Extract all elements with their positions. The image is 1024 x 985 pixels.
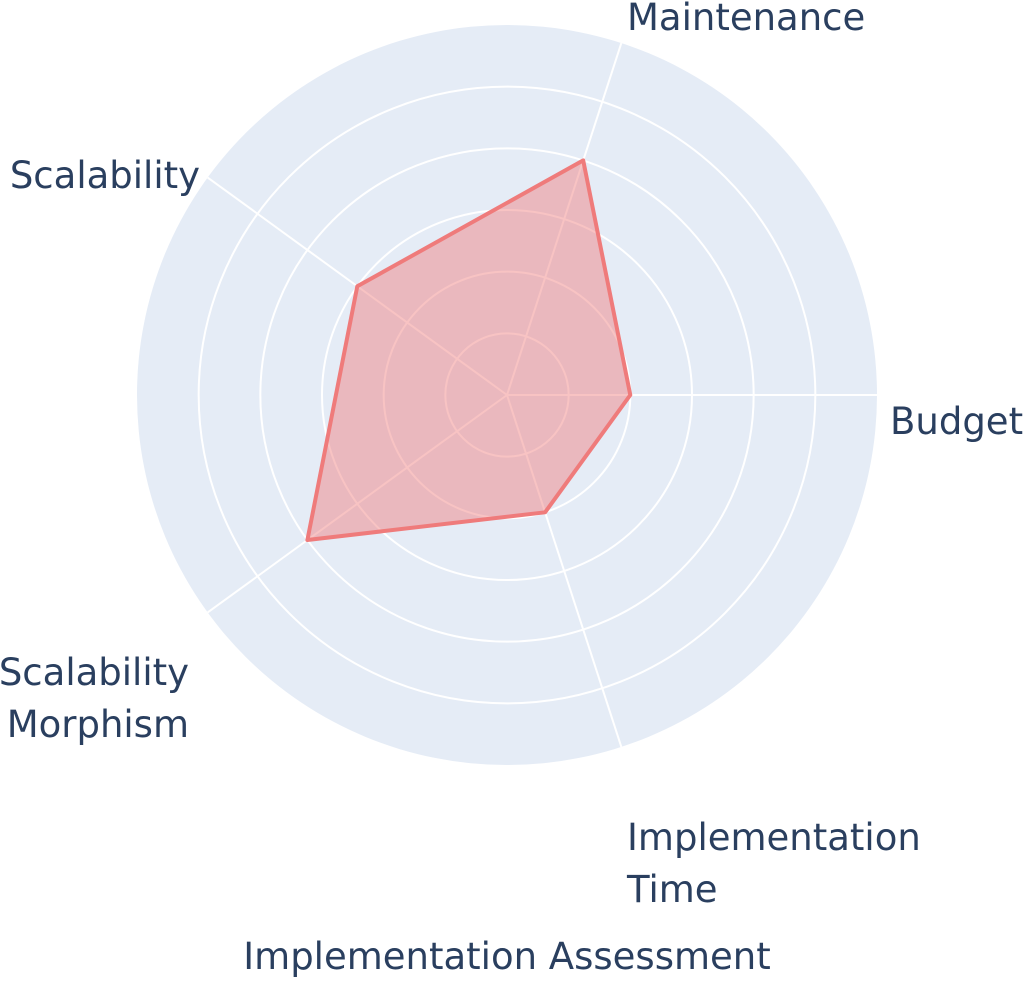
spoke-scalability_morphism [207, 394, 508, 614]
chart-title: Implementation Assessment [243, 935, 771, 978]
series-polygon [305, 158, 633, 542]
axis-label-scalability_morphism-line-1: Scalability [0, 651, 189, 694]
axis-label-implementation_time: Implementation Time [626, 816, 921, 911]
spoke-implementation_time [506, 394, 623, 748]
axis-label-scalability-line-1: Scalability [10, 154, 200, 197]
axis-label-implementation_time-line-2: Time [626, 868, 718, 911]
axis-label-implementation_time-line-1: Implementation [627, 816, 921, 859]
axis-label-scalability_morphism-line-2: Morphism [7, 703, 189, 746]
axis-label-scalability_morphism: Scalability Morphism [0, 651, 189, 746]
axis-label-scalability: Scalability [10, 154, 200, 197]
axis-label-maintenance-line-1: Maintenance [627, 0, 865, 39]
spoke-maintenance [506, 42, 623, 396]
axis-label-budget-line-1: Budget [890, 400, 1023, 443]
axis-label-budget: Budget [890, 400, 1023, 443]
axis-label-maintenance: Maintenance [627, 0, 865, 39]
